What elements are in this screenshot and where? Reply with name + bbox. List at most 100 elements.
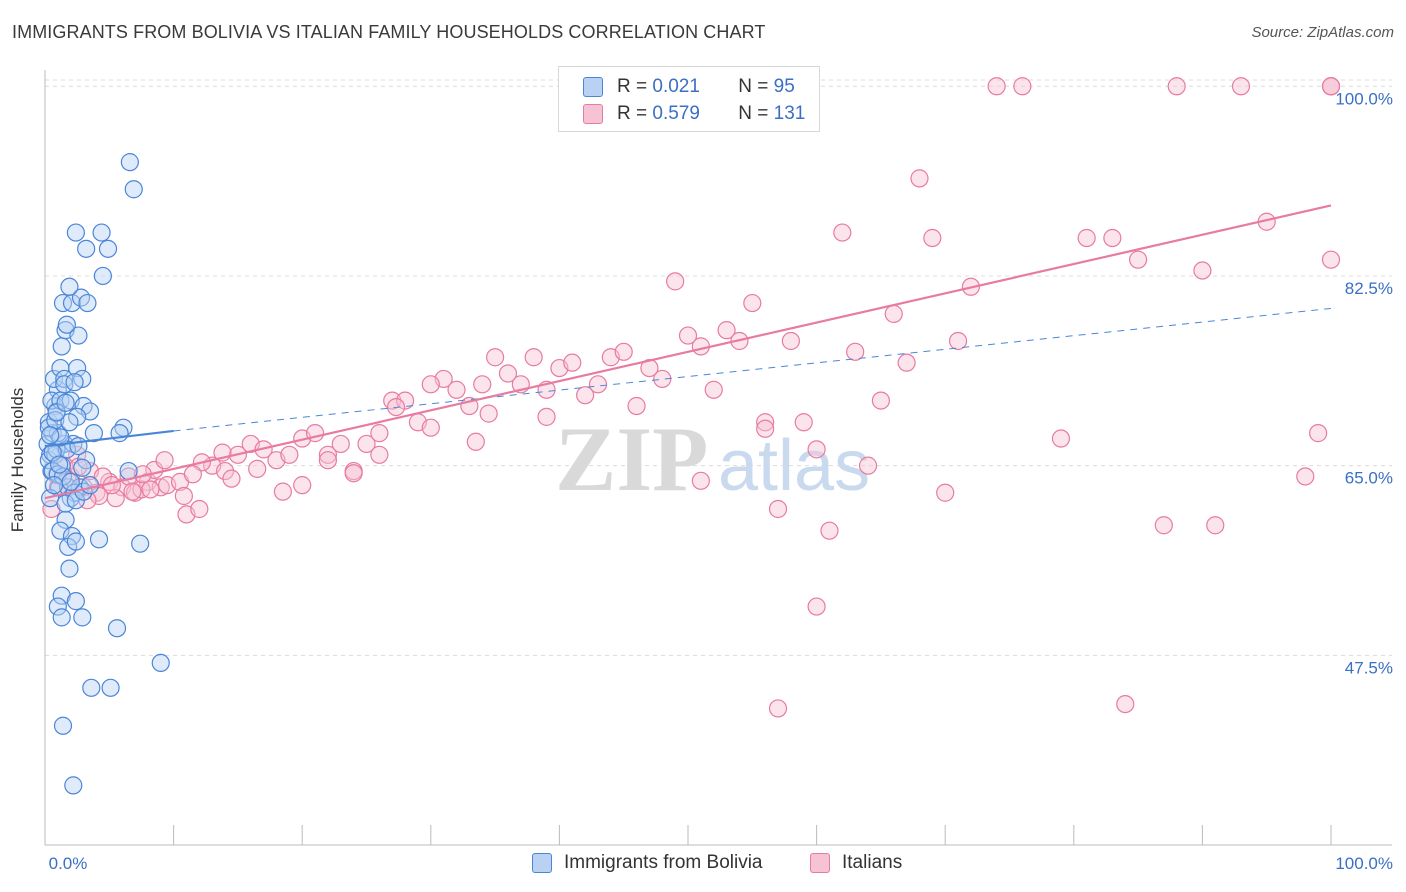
italians-point: [871, 391, 891, 410]
bolivia-point: [39, 418, 58, 437]
bolivia-point: [92, 223, 111, 242]
italians-point: [666, 272, 685, 291]
italians-point: [141, 480, 160, 499]
italians-point: [293, 476, 312, 495]
italians-point: [280, 445, 299, 464]
bolivia-point: [52, 586, 71, 605]
italians-point: [155, 451, 174, 470]
italians-point: [273, 482, 293, 501]
bolivia-trend-extension: [173, 307, 1332, 432]
bolivia-point: [89, 530, 109, 549]
bolivia-point: [80, 476, 100, 495]
italians-point: [1167, 77, 1186, 96]
bolivia-point: [53, 716, 73, 735]
italians-point: [910, 169, 929, 188]
italians-point: [421, 375, 440, 394]
bolivia-point: [65, 373, 84, 392]
bolivia-point: [131, 534, 150, 553]
bolivia-point: [43, 461, 62, 481]
italians-point: [370, 445, 389, 464]
grid-layer: [45, 79, 1392, 656]
italians-point: [479, 404, 498, 423]
trend-layer: [44, 204, 1332, 500]
italians-point: [524, 348, 543, 367]
italians-point: [370, 424, 389, 443]
series-legend: Immigrants from Bolivia Italians: [0, 852, 1406, 878]
y-tick-label: 65.0%: [1345, 469, 1393, 488]
italians-point: [717, 321, 736, 340]
italians-point: [447, 380, 466, 399]
y-axis-label: Family Households: [8, 387, 27, 533]
bolivia-point: [98, 239, 118, 258]
bolivia-point: [61, 472, 80, 491]
italians-point: [215, 461, 235, 481]
bolivia-point: [78, 293, 97, 313]
italians-trend-line: [44, 204, 1332, 500]
bolivia-point: [41, 426, 60, 445]
bolivia-point: [44, 476, 64, 495]
italians-point: [1231, 77, 1251, 96]
italians-point: [190, 499, 209, 519]
legend-r-label: R =: [617, 76, 648, 97]
x-tick-label: 0.0%: [49, 854, 88, 873]
italians-point: [318, 451, 338, 470]
legend-n-label: N =: [738, 76, 769, 97]
italians-point: [691, 337, 710, 356]
y-tick-label: 100.0%: [1335, 89, 1393, 108]
tick-labels: 47.5% 65.0% 82.5% 100.0% 0.0% 100.0%: [49, 89, 1393, 873]
bolivia-point: [151, 653, 170, 673]
watermark-atlas: atlas: [718, 426, 870, 506]
italians-point: [357, 434, 376, 454]
bolivia-point: [69, 326, 88, 345]
italians-point: [807, 440, 826, 459]
series-italians-points: [42, 77, 1341, 718]
legend-swatch-italians: [810, 853, 830, 873]
legend-r-value: 0.579: [652, 103, 700, 124]
axis-layer: [44, 70, 1392, 846]
legend-r-label: R =: [617, 103, 648, 124]
bolivia-point: [60, 277, 79, 296]
bolivia-point: [84, 424, 103, 443]
italians-point: [846, 342, 865, 361]
italians-point: [1321, 250, 1341, 269]
stats-legend: R = 0.021 N = 95 R = 0.579 N = 131: [558, 66, 820, 132]
bolivia-point: [66, 592, 85, 611]
bolivia-point: [68, 358, 87, 378]
bolivia-point: [69, 437, 88, 456]
italians-point: [486, 348, 505, 367]
italians-point: [627, 396, 646, 416]
legend-swatch-italians: [583, 104, 603, 124]
watermark: ZIP atlas: [555, 408, 870, 510]
legend-swatch-bolivia: [583, 77, 603, 97]
bolivia-point: [51, 521, 70, 540]
italians-point: [1296, 467, 1315, 486]
italians-point: [537, 407, 556, 426]
bolivia-point: [64, 776, 83, 795]
italians-point: [781, 331, 800, 351]
italians-point: [794, 413, 813, 432]
italians-point: [576, 386, 595, 405]
italians-point: [183, 465, 202, 484]
italians-point: [653, 369, 672, 389]
italians-point: [678, 326, 698, 345]
italians-point: [768, 499, 788, 519]
italians-point: [614, 342, 633, 361]
legend-item-italians[interactable]: Italians: [810, 852, 902, 874]
italians-point: [691, 471, 710, 490]
bolivia-point: [56, 510, 75, 529]
bolivia-point: [60, 559, 79, 578]
series-bolivia-points: [38, 153, 170, 795]
italians-point: [820, 521, 839, 540]
legend-row-bolivia: R = 0.021 N = 95: [583, 74, 795, 100]
italians-point: [1103, 228, 1122, 248]
italians-point: [174, 486, 193, 506]
bolivia-point: [50, 455, 69, 474]
bolivia-point: [55, 369, 74, 389]
legend-row-italians: R = 0.579 N = 131: [583, 101, 805, 127]
bolivia-point: [82, 678, 101, 697]
legend-item-bolivia[interactable]: Immigrants from Bolivia: [532, 852, 763, 874]
italians-point: [588, 375, 608, 394]
bolivia-point: [66, 223, 85, 242]
bolivia-point: [57, 315, 76, 334]
italians-point: [936, 483, 955, 502]
